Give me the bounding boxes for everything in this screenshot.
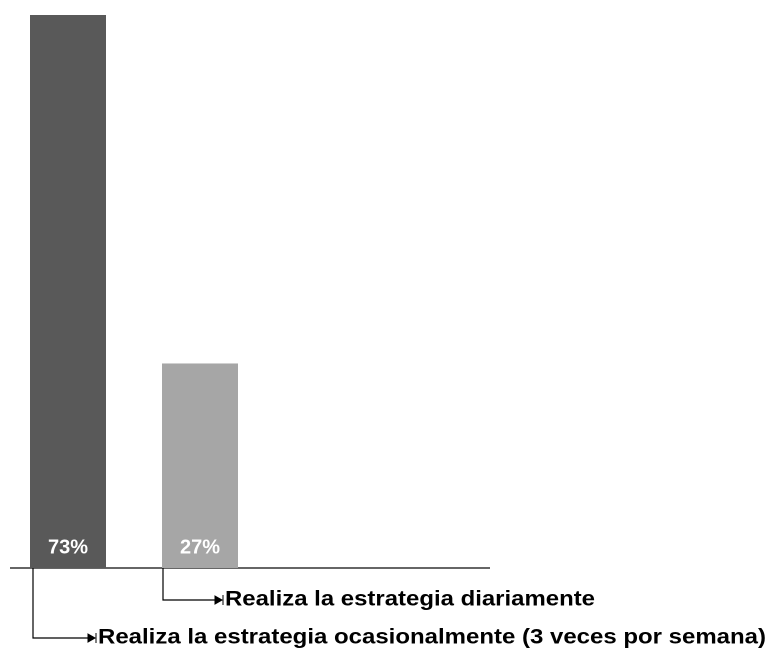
value-label: 73% xyxy=(48,536,88,558)
connector xyxy=(32,568,94,639)
bar xyxy=(162,363,238,568)
category-label: Realiza la estrategia diariamente xyxy=(225,588,595,611)
category-label: Realiza la estrategia ocasionalmente (3 … xyxy=(98,626,766,649)
value-label: 27% xyxy=(180,536,220,558)
bar xyxy=(30,15,106,568)
connector-arrow xyxy=(87,633,97,643)
connector xyxy=(162,568,221,601)
connector-arrow xyxy=(214,595,224,605)
